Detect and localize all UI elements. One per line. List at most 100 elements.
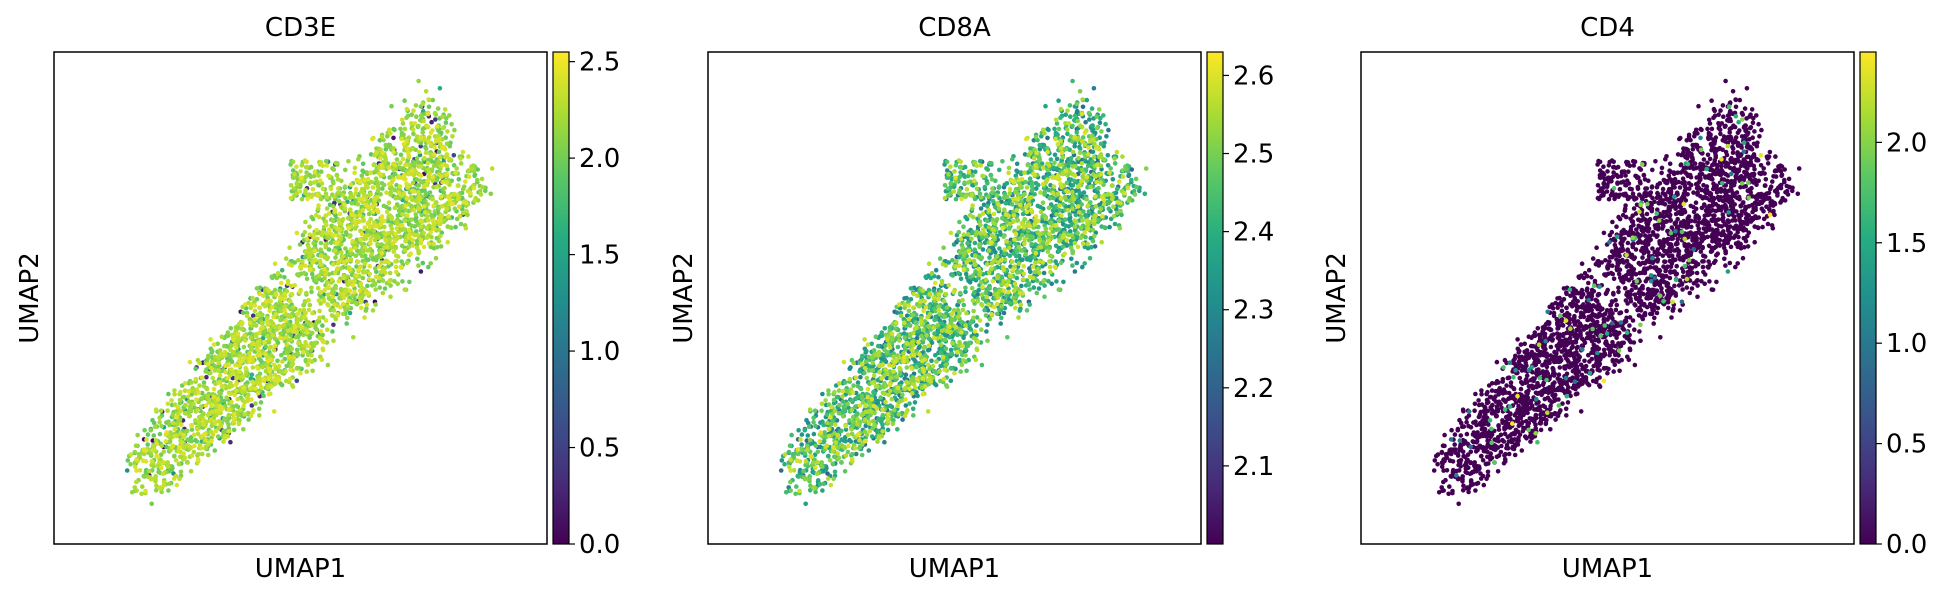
scatter-point — [306, 245, 312, 251]
scatter-point — [367, 193, 372, 198]
scatter-point — [149, 476, 155, 482]
scatter-point — [963, 289, 968, 295]
scatter-point — [903, 372, 909, 378]
scatter-point — [466, 174, 472, 179]
scatter-point — [374, 254, 379, 260]
scatter-point — [134, 479, 139, 485]
scatter-point — [125, 458, 131, 463]
scatter-point — [323, 242, 328, 247]
scatter-point — [331, 204, 336, 209]
scatter-point — [145, 442, 150, 447]
scatter-point — [288, 314, 294, 320]
scatter-point — [320, 229, 326, 235]
scatter-point — [332, 194, 337, 199]
scatter-point — [399, 223, 405, 228]
scatter-point — [295, 316, 300, 322]
scatter-point — [418, 164, 424, 169]
scatter-point — [221, 398, 227, 404]
scatter-point — [420, 126, 426, 132]
scatter-point — [133, 443, 139, 449]
scatter-point — [282, 304, 287, 310]
scatter-point — [1106, 127, 1111, 133]
scatter-point — [147, 468, 152, 474]
scatter-point — [1029, 180, 1034, 185]
scatter-point — [383, 158, 388, 163]
scatter-point — [230, 371, 236, 376]
scatter-point — [296, 258, 301, 263]
scatter-point — [1027, 287, 1032, 292]
scatter-point — [1000, 159, 1005, 164]
scatter-point — [987, 255, 992, 260]
scatter-point — [159, 465, 164, 471]
scatter-point — [404, 138, 410, 144]
scatter-point — [1083, 119, 1088, 125]
scatter-point — [196, 390, 202, 395]
scatter-point — [253, 386, 258, 392]
scatter-point — [950, 258, 955, 263]
scatter-point — [925, 348, 931, 353]
scatter-point — [404, 115, 409, 120]
scatter-point — [170, 412, 176, 418]
scatter-point — [253, 322, 258, 328]
scatter-point — [248, 347, 254, 352]
scatter-point — [277, 335, 283, 341]
scatter-point — [1091, 86, 1097, 91]
scatter-point — [135, 432, 140, 438]
scatter-point — [399, 136, 404, 142]
scatter-point — [350, 239, 355, 244]
scatter-point — [155, 454, 161, 460]
scatter-point — [420, 260, 426, 266]
scatter-point — [454, 166, 460, 171]
scatter-point — [374, 150, 379, 155]
scatter-point — [353, 300, 359, 306]
scatter-point — [172, 426, 178, 432]
scatter-points — [124, 78, 495, 507]
scatter-point — [267, 327, 272, 333]
scatter-point — [378, 192, 383, 197]
scatter-point — [381, 182, 387, 188]
scatter-point — [371, 228, 377, 234]
scatter-point — [159, 423, 164, 429]
scatter-point — [430, 178, 436, 183]
scatter-point — [374, 207, 380, 213]
scatter-point — [169, 467, 175, 472]
scatter-point — [964, 368, 969, 374]
scatter-point — [309, 271, 315, 277]
scatter-point — [386, 260, 392, 265]
scatter-point — [805, 433, 811, 438]
scatter-point — [882, 439, 887, 445]
scatter-point — [346, 159, 351, 164]
scatter-point — [322, 266, 327, 272]
scatter-point — [985, 181, 990, 186]
scatter-point — [380, 186, 385, 191]
scatter-point — [296, 340, 301, 346]
scatter-point — [464, 208, 469, 214]
scatter-point — [257, 330, 262, 336]
scatter-point — [404, 260, 410, 266]
scatter-point — [423, 210, 428, 215]
scatter-point — [1119, 212, 1124, 218]
scatter-point — [429, 119, 434, 125]
scatter-point — [324, 222, 329, 228]
scatter-point — [304, 164, 310, 170]
scatter-point — [157, 419, 162, 425]
scatter-point — [813, 423, 818, 429]
scatter-point — [211, 342, 217, 347]
scatter-point — [348, 247, 354, 252]
scatter-point — [402, 248, 408, 253]
scatter-point — [432, 110, 438, 116]
scatter-point — [276, 377, 282, 383]
scatter-point — [363, 183, 369, 188]
scatter-point — [294, 320, 300, 326]
scatter-point — [186, 394, 191, 399]
scatter-point — [205, 452, 211, 458]
scatter-point — [345, 303, 351, 309]
scatter-point — [241, 403, 246, 409]
scatter-point — [418, 134, 424, 140]
scatter-point — [320, 332, 325, 338]
scatter-point — [381, 203, 387, 209]
scatter-point — [989, 161, 994, 166]
scatter-point — [457, 214, 463, 219]
scatter-point — [275, 358, 280, 364]
